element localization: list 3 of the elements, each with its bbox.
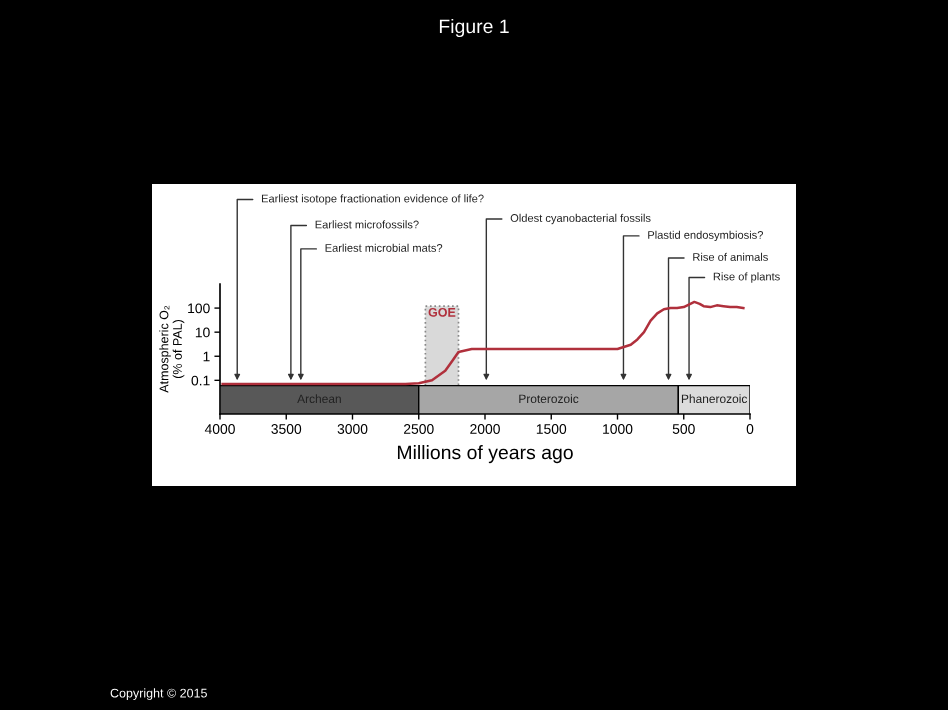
chart-title: Figure 1 <box>439 18 509 38</box>
x-axis-title: Millions of years ago <box>397 445 573 464</box>
line-series <box>221 300 745 386</box>
